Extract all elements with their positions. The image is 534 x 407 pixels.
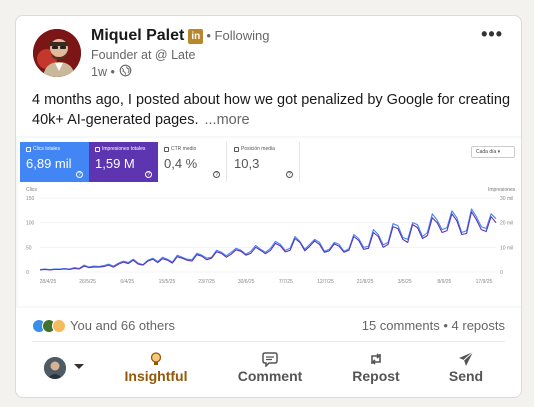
insightful-reaction-icon [52,318,66,333]
help-icon: ? [213,171,220,178]
metric-average-ctr: CTR medio 0,4 % ? [158,142,227,182]
right-tick-label: 30 mil [500,196,513,202]
left-tick-label: 100 [26,221,35,227]
viewer-avatar[interactable] [44,357,66,379]
x-tick-label: 21/8/25 [357,279,374,285]
repost-button[interactable]: Repost [336,351,416,384]
impressions-series-line [39,211,497,271]
x-tick-label: 26/5/25 [79,279,96,285]
x-tick-label: 17/9/25 [476,279,493,285]
x-tick-label: 7/7/25 [279,279,293,285]
checkbox-icon [26,146,31,152]
help-icon: ? [145,171,152,178]
left-tick-label: 150 [26,196,35,202]
right-axis-label: Impresiones [488,187,516,193]
x-tick-label: 3/5/25 [398,279,412,285]
following-status[interactable]: • Following [206,28,270,43]
comment-button[interactable]: Comment [230,351,310,384]
clicks-series-line [39,208,497,271]
chevron-down-icon[interactable] [74,364,84,369]
post-image[interactable]: Clics totales 6,89 mil ? Impresiones tot… [16,136,521,308]
right-tick-label: 0 [500,270,503,276]
left-tick-label: 0 [26,270,29,276]
checkbox-icon [234,146,239,152]
globe-icon [119,64,132,80]
send-button[interactable]: Send [426,351,506,384]
post-meta: 1w • [91,64,132,80]
x-tick-label: 8/9/25 [437,279,451,285]
x-tick-label: 30/6/25 [238,279,255,285]
comment-icon [230,351,310,367]
repost-icon [336,351,416,367]
x-tick-label: 6/4/25 [120,279,134,285]
action-bar: Insightful Comment Repost Send [16,349,521,393]
search-console-report: Clics totales 6,89 mil ? Impresiones tot… [18,138,521,306]
author-headline: Founder at @ Late [91,48,196,62]
author-name[interactable]: Miquel Palet in • Following [91,27,270,44]
help-icon: ? [286,171,293,178]
lightbulb-icon [116,351,196,367]
x-tick-label: 23/7/25 [198,279,215,285]
left-tick-label: 50 [26,245,32,251]
x-tick-label: 28/4/25 [40,279,57,285]
divider [32,341,505,342]
post-text: 4 months ago, I posted about how we got … [32,92,511,128]
checkbox-icon [164,146,169,152]
checkbox-icon [95,146,100,152]
more-options-icon[interactable]: ••• [481,24,503,44]
send-icon [426,351,506,367]
period-dropdown: Cada día ▾ [471,146,515,158]
right-tick-label: 10 mil [500,245,513,251]
author-avatar[interactable] [33,29,81,77]
x-tick-label: 12/7/25 [317,279,334,285]
metric-total-clicks: Clics totales 6,89 mil ? [20,142,89,182]
metric-average-position: Posición media 10,3 ? [228,142,300,182]
right-tick-label: 20 mil [500,221,513,227]
left-axis-label: Clics [26,187,37,193]
reactions-summary[interactable]: You and 66 others [32,318,175,333]
reaction-count: You and 66 others [70,318,176,333]
metric-total-impressions: Impresiones totales 1,59 M ? [89,142,158,182]
x-tick-label: 15/5/25 [159,279,176,285]
comments-reposts-count[interactable]: 15 comments • 4 reposts [361,318,505,333]
insightful-button[interactable]: Insightful [116,351,196,384]
performance-chart: Clics Impresiones 150 30 mil 100 20 mil 50 10 m… [26,187,516,285]
post-time: 1w • [91,65,115,79]
see-more-link[interactable]: ...more [204,112,250,128]
linkedin-premium-icon: in [188,29,204,44]
post-card: Miquel Palet in • Following Founder at @ L… [15,15,522,398]
help-icon: ? [76,171,83,178]
